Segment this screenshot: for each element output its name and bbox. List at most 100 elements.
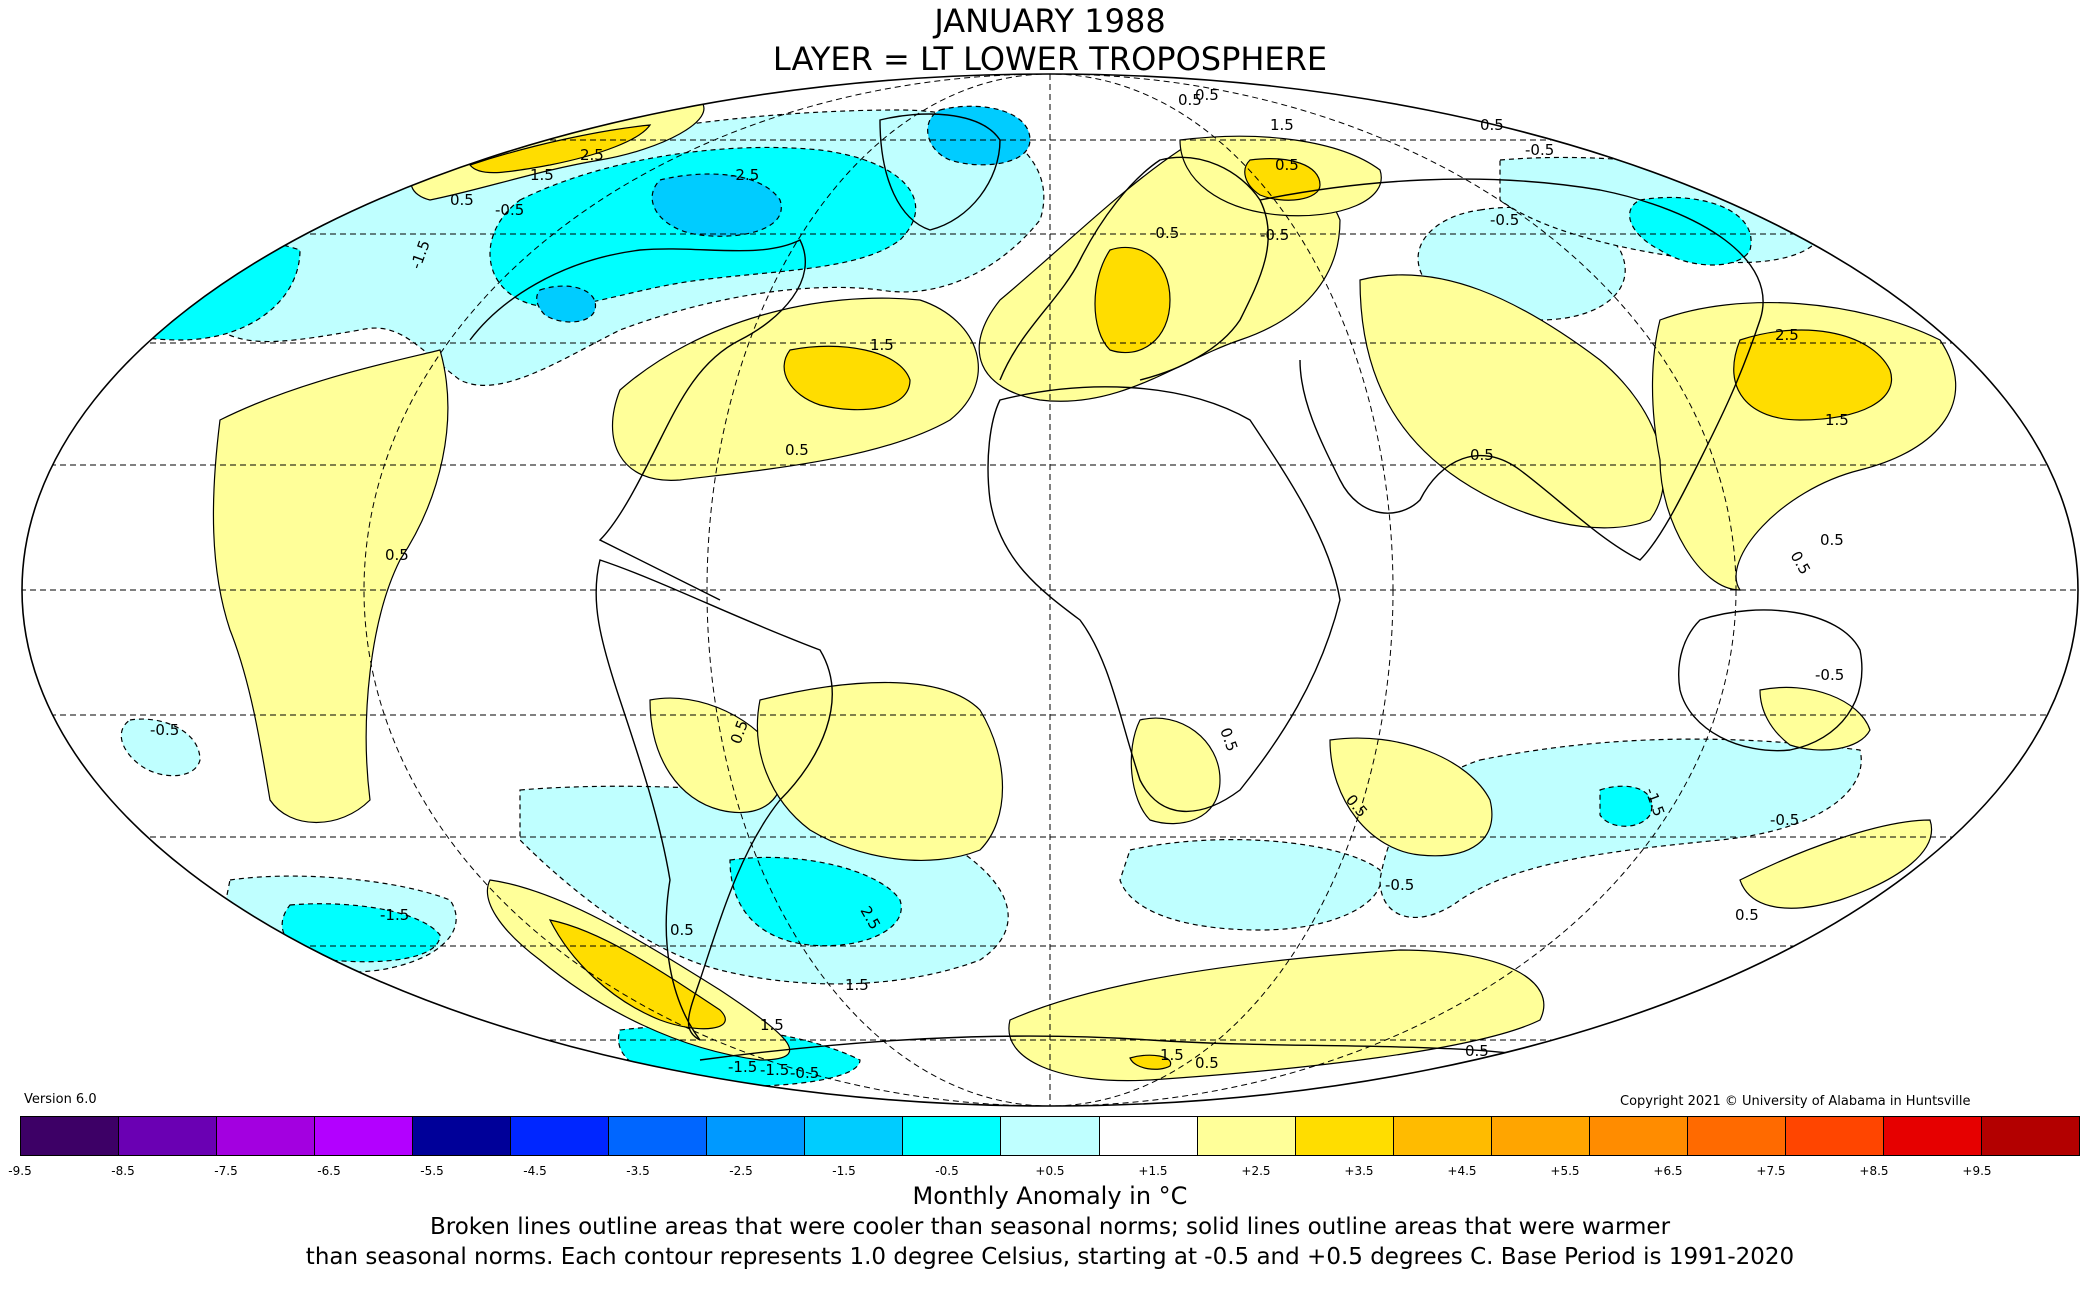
contour-label: 1.5: [530, 166, 554, 184]
warm-region-antarctic: [1008, 949, 1545, 1082]
contour-label: -1.5: [760, 1061, 789, 1079]
colorbar-tick-label: -6.5: [317, 1164, 341, 1178]
colorbar-swatch: [315, 1117, 414, 1155]
contour-label: 0.5: [1470, 446, 1494, 464]
colorbar-swatch: [1001, 1117, 1100, 1155]
coastlines: [469, 113, 1863, 1061]
contour-label: -0.5: [495, 201, 524, 219]
colorbar-swatch: [511, 1117, 610, 1155]
contour-label: 0.5: [1195, 86, 1219, 104]
colorbar-tick-label: +0.5: [1035, 1164, 1065, 1178]
colorbar-tick-label: -3.5: [626, 1164, 650, 1178]
coast-australia: [1678, 609, 1863, 752]
contour-label: 1.5: [870, 336, 894, 354]
warm-region-south-atlantic: [756, 681, 1003, 862]
map-subtitle: LAYER = LT LOWER TROPOSPHERE: [772, 40, 1328, 78]
colorbar-swatch: [21, 1117, 120, 1155]
cold-core-alaska: [536, 285, 597, 323]
contour-label: 1.5: [1160, 1046, 1184, 1064]
warm-core-north-atlantic: [783, 345, 911, 411]
colorbar-swatch: [1589, 1117, 1688, 1155]
warm-region-south-america: [649, 697, 783, 814]
coast-south-america: [595, 559, 833, 1041]
contour-label: 0.5: [1275, 156, 1299, 174]
contour-label: -0.5: [1490, 211, 1519, 229]
colorbar-tick-label: +5.5: [1550, 1164, 1580, 1178]
cold-core-indian-ocean: [1599, 785, 1653, 827]
contour-label: -0.5: [790, 1064, 819, 1082]
colorbar-swatch: [1197, 1117, 1296, 1155]
contour-label: 1.5: [1270, 116, 1294, 134]
colorbar-tick-label: -1.5: [832, 1164, 856, 1178]
colorbar: [20, 1116, 2080, 1156]
coast-greenland: [879, 113, 1001, 231]
contour-label: 2.5: [1775, 326, 1799, 344]
warm-core-southeast-pacific: [548, 919, 726, 1030]
contour-label: 2.5: [580, 146, 604, 164]
contour-label: 1.5: [845, 976, 869, 994]
version-label: Version 6.0: [24, 1092, 97, 1107]
colorbar-tick-label: +4.5: [1447, 1164, 1477, 1178]
coast-north-america: [469, 239, 806, 601]
warm-core-alaska-arctic: [469, 124, 652, 174]
contour-label: -1.5: [728, 1058, 757, 1076]
contour-label: -0.5: [1260, 226, 1289, 244]
colorbar-swatch: [1099, 1117, 1198, 1155]
contour-label: 0.5: [1820, 531, 1844, 549]
warm-core-europe: [1094, 246, 1171, 354]
cold-region-indian-ocean: [1119, 838, 1382, 931]
units-label: Monthly Anomaly in °C: [912, 1182, 1188, 1210]
colorbar-tick-label: +1.5: [1138, 1164, 1168, 1178]
contour-label: 0.5: [1195, 1054, 1219, 1072]
colorbar-tick-label: -5.5: [420, 1164, 444, 1178]
colorbar-swatch: [413, 1117, 512, 1155]
caption-line-1: Broken lines outline areas that were coo…: [429, 1214, 1671, 1240]
contour-label: -0.5: [1525, 141, 1554, 159]
colorbar-tick-label: -9.5: [8, 1164, 32, 1178]
colorbar-swatch: [903, 1117, 1002, 1155]
colorbar-swatch: [707, 1117, 806, 1155]
colorbar-tick-label: -4.5: [523, 1164, 547, 1178]
warm-region-asia: [1359, 274, 1665, 529]
cold-core-south-atlantic: [729, 856, 902, 947]
colorbar-tick-label: +6.5: [1653, 1164, 1683, 1178]
map-title: JANUARY 1988: [934, 2, 1166, 40]
contour-label: -1.5: [380, 906, 409, 924]
warm-region-southern-africa: [1130, 717, 1221, 825]
colorbar-swatch: [1883, 1117, 1982, 1155]
cold-region-australia-south: [1379, 738, 1862, 918]
colorbar-swatch: [119, 1117, 218, 1155]
colorbar-swatch: [1393, 1117, 1492, 1155]
contour-label: -0.5: [1770, 811, 1799, 829]
colorbar-ticks: -9.5 -8.5 -7.5 -6.5 -5.5 -4.5 -3.5 -2.5 -1.5 -0.5…: [8, 1164, 2080, 1182]
colorbar-swatch: [805, 1117, 904, 1155]
cold-core-south-pacific: [281, 903, 441, 963]
colorbar-swatch: [609, 1117, 708, 1155]
colorbar-swatch: [1981, 1117, 2079, 1155]
contour-label: -0.5: [1815, 666, 1844, 684]
warm-region-new-zealand: [1739, 819, 1933, 909]
cold-core-hudson: [651, 173, 782, 237]
colorbar-tick-label: -7.5: [214, 1164, 238, 1178]
map-outline: [21, 73, 2079, 1107]
coast-africa: [987, 386, 1341, 812]
caption-line-2: than seasonal norms. Each contour repres…: [305, 1244, 1795, 1270]
warm-core-antarctic: [1129, 1054, 1172, 1070]
colorbar-tick-label: +8.5: [1859, 1164, 1889, 1178]
cold-region-pacific-east: [120, 718, 201, 777]
contour-label: 0.5: [1465, 1042, 1489, 1060]
contour-label: -2.5: [730, 166, 759, 184]
colorbar-tick-label: +3.5: [1344, 1164, 1374, 1178]
contour-label: 0.5: [1480, 116, 1504, 134]
warm-region-indian-ocean: [1329, 737, 1493, 857]
warm-core-east-asia: [1733, 329, 1893, 421]
contour-label: 1.5: [760, 1016, 784, 1034]
cold-region-arctic-east: [1629, 196, 1752, 266]
contour-label: -0.5: [1385, 876, 1414, 894]
colorbar-swatch: [1785, 1117, 1884, 1155]
coast-antarctica: [699, 1035, 1561, 1061]
colorbar-swatch: [1491, 1117, 1590, 1155]
colorbar-tick-label: +9.5: [1962, 1164, 1992, 1178]
colorbar-tick-label: +7.5: [1756, 1164, 1786, 1178]
